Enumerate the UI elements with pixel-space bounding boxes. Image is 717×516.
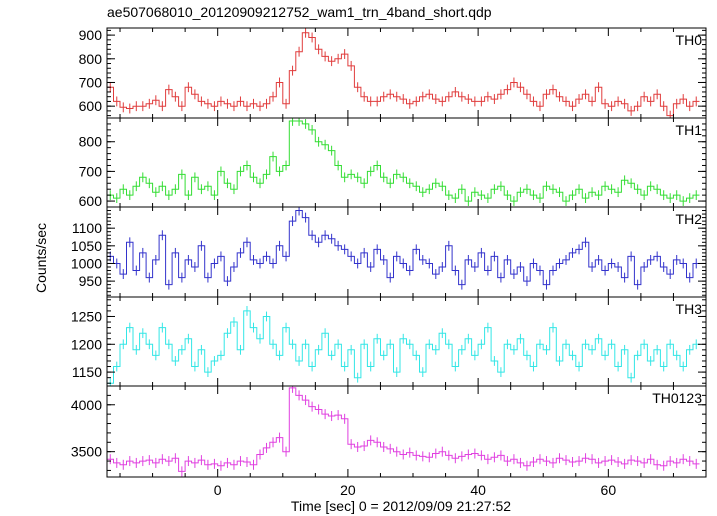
- panel-frame: [106, 27, 707, 119]
- series-label-th3: TH3: [676, 301, 703, 317]
- series-label-th0123: TH0123: [652, 390, 702, 406]
- series-th1: [107, 118, 700, 206]
- step-line-th2: [107, 210, 700, 286]
- y-tick-label: 1000: [71, 255, 102, 271]
- y-tick-label: 900: [79, 27, 103, 43]
- x-tick-label: 40: [470, 482, 486, 498]
- y-tick-label: 600: [79, 98, 103, 114]
- series-th3: [107, 306, 700, 386]
- y-tick-label: 1150: [72, 364, 102, 380]
- step-line-th0: [107, 32, 700, 117]
- panel-th0123: 3500 4000 TH0123: [71, 385, 707, 478]
- y-tick-label: 800: [79, 134, 103, 150]
- panel-th3: 1150 1200 1250 TH3: [71, 296, 707, 387]
- y-tick-label: 1050: [71, 238, 102, 254]
- series-label-th0: TH0: [676, 32, 703, 48]
- series-th2: [107, 207, 700, 290]
- chart-title: ae507068010_20120909212752_wam1_trn_4ban…: [107, 4, 492, 20]
- panel-frame: [106, 206, 707, 298]
- series-label-th2: TH2: [676, 211, 703, 227]
- y-tick-label: 700: [79, 74, 103, 90]
- y-tick-label: 600: [79, 193, 103, 209]
- series-th0: [107, 28, 700, 118]
- y-tick-label: 1250: [71, 308, 102, 324]
- step-line-th3: [107, 310, 700, 384]
- step-line-th1: [107, 120, 700, 202]
- panel-th0: 600 700 800 900 TH0: [79, 27, 707, 119]
- x-tick-label: 60: [601, 482, 617, 498]
- y-tick-label: 950: [79, 273, 103, 289]
- series-label-th1: TH1: [676, 122, 703, 138]
- y-tick-label: 3500: [71, 444, 102, 460]
- x-axis-label: Time [sec] 0 = 2012/09/09 21:27:52: [291, 498, 511, 514]
- y-axis-label: Counts/sec: [33, 223, 49, 293]
- series-th0123: [107, 386, 700, 477]
- y-tick-label: 4000: [71, 397, 102, 413]
- panel-frame: [106, 117, 707, 208]
- y-tick-label: 1100: [72, 220, 102, 236]
- y-tick-label: 1200: [71, 336, 102, 352]
- y-tick-label: 700: [79, 163, 103, 179]
- x-tick-label: 0: [214, 482, 222, 498]
- y-tick-label: 800: [79, 51, 103, 67]
- panel-frame: [106, 385, 707, 478]
- panel-th1: 600 700 800 TH1: [79, 117, 707, 209]
- x-tick-label: 20: [340, 482, 356, 498]
